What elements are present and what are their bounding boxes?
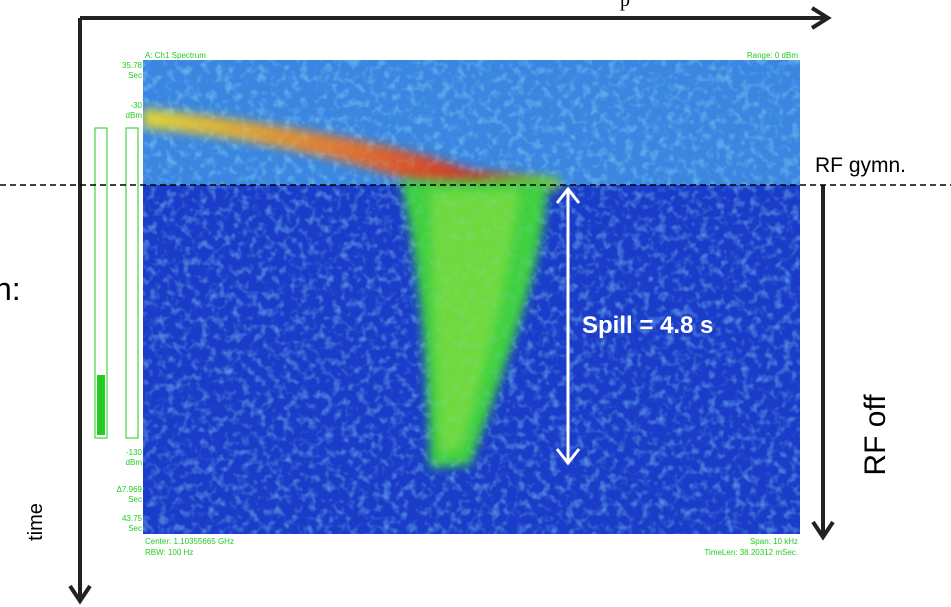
time-label: time (25, 503, 47, 541)
rf-gymn-label: RF gymn. (815, 154, 906, 177)
scale-label: -130 (126, 448, 143, 457)
scale-label: Sec (128, 71, 142, 80)
scale-label: dBm (126, 458, 143, 467)
footer: Center: 1.10355665 GHz (145, 537, 234, 546)
footer: TimeLen: 38.20312 mSec. (704, 548, 798, 557)
footer: Span: 10 kHz (750, 537, 798, 546)
range: Range: 0 dBm (747, 51, 798, 60)
rf-off-label: RF off (859, 394, 892, 476)
spectrogram (143, 60, 800, 535)
scale-label: 35.78 (122, 61, 143, 70)
spill-label: Spill = 4.8 s (582, 312, 713, 339)
scale-label: Sec (128, 524, 142, 533)
arrow-head (555, 448, 581, 466)
scale-label: dBm (126, 111, 143, 120)
scale-label: Δ7.969 (117, 485, 143, 494)
level-bar (94, 127, 108, 439)
cut-text: p (620, 0, 630, 11)
level-bar (125, 127, 139, 439)
screen-title: A: Ch1 Spectrum (145, 51, 206, 60)
level-fill (97, 375, 105, 435)
arrow-head (810, 6, 832, 30)
scale-label: Sec (128, 495, 142, 504)
scale-label: 43.75 (122, 514, 143, 523)
scale-label: -30 (130, 101, 142, 110)
arrow-head (811, 520, 835, 541)
arrow-head (68, 584, 92, 605)
footer: RBW: 100 Hz (145, 548, 193, 557)
arrow-head (555, 186, 581, 204)
cut-text: n: (0, 271, 21, 307)
